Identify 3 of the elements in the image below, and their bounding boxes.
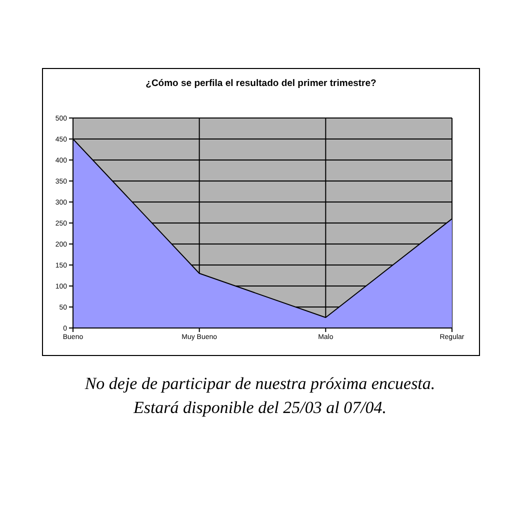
chart-title: ¿Cómo se perfila el resultado del primer trimestre? — [144, 78, 378, 89]
text: No deje de participar de nuestra próxima encuesta. — [84, 373, 436, 395]
text: Estará disponible del 25/03 al 07/04. — [132, 397, 388, 419]
